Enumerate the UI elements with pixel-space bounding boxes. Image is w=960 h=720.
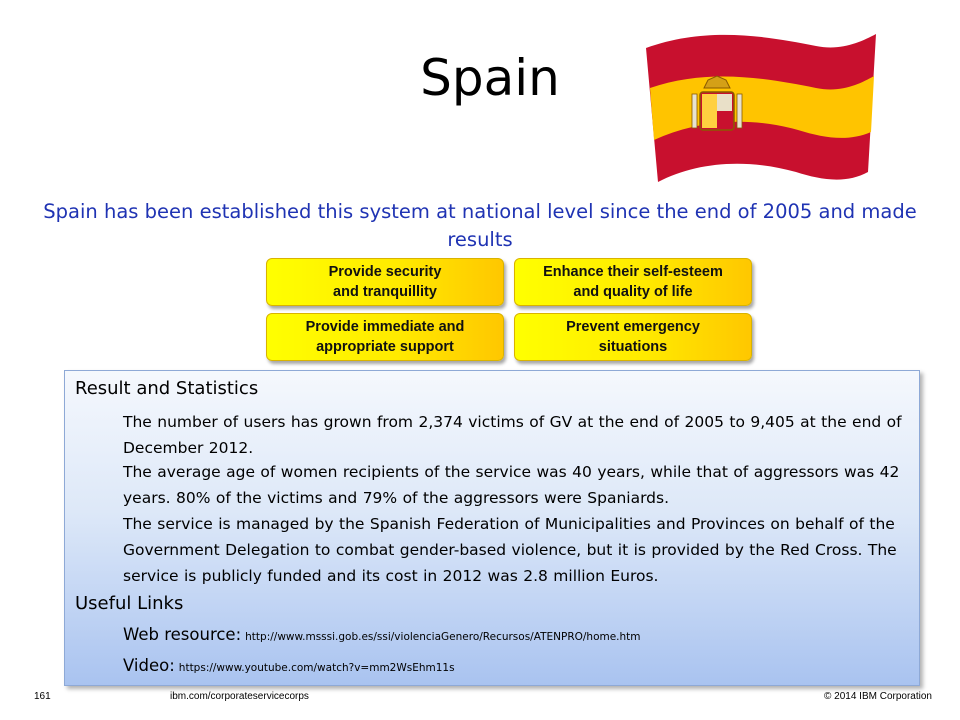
web-resource-line: Web resource: http://www.msssi.gob.es/ssi… bbox=[123, 622, 641, 650]
web-resource-label: Web resource: bbox=[123, 625, 242, 644]
goal-security: Provide security and tranquillity bbox=[266, 258, 504, 306]
results-panel: Result and Statistics The number of user… bbox=[64, 370, 920, 686]
results-paragraph-age: The average age of women recipients of t… bbox=[123, 463, 900, 507]
footer-site: ibm.com/corporateservicecorps bbox=[170, 691, 309, 702]
slide-subtitle: Spain has been established this system a… bbox=[43, 200, 917, 251]
results-heading: Result and Statistics bbox=[75, 378, 259, 399]
page-number: 161 bbox=[34, 691, 51, 702]
goal-self-esteem: Enhance their self-esteem and quality of… bbox=[514, 258, 752, 306]
footer-copyright: © 2014 IBM Corporation bbox=[824, 691, 932, 702]
video-line: Video: https://www.youtube.com/watch?v=mm… bbox=[123, 653, 455, 681]
web-resource-link[interactable]: http://www.msssi.gob.es/ssi/violenciaGen… bbox=[245, 631, 641, 643]
video-label: Video: bbox=[123, 656, 175, 675]
results-paragraph-management: The service is managed by the Spanish Fe… bbox=[123, 515, 897, 585]
goal-label: Provide security and tranquillity bbox=[328, 264, 442, 300]
goal-support: Provide immediate and appropriate suppor… bbox=[266, 313, 504, 361]
video-link[interactable]: https://www.youtube.com/watch?v=mm2WsEhm… bbox=[178, 662, 455, 674]
links-heading: Useful Links bbox=[75, 593, 184, 614]
goal-label: Provide immediate and appropriate suppor… bbox=[305, 319, 465, 355]
slide-title: Spain bbox=[420, 49, 560, 107]
spain-flag-icon bbox=[646, 34, 876, 182]
goal-prevent-emergency: Prevent emergency situations bbox=[514, 313, 752, 361]
goal-label: Prevent emergency situations bbox=[566, 319, 700, 355]
goal-label: Enhance their self-esteem and quality of… bbox=[543, 264, 723, 300]
results-paragraph-users: The number of users has grown from 2,374… bbox=[123, 413, 902, 457]
